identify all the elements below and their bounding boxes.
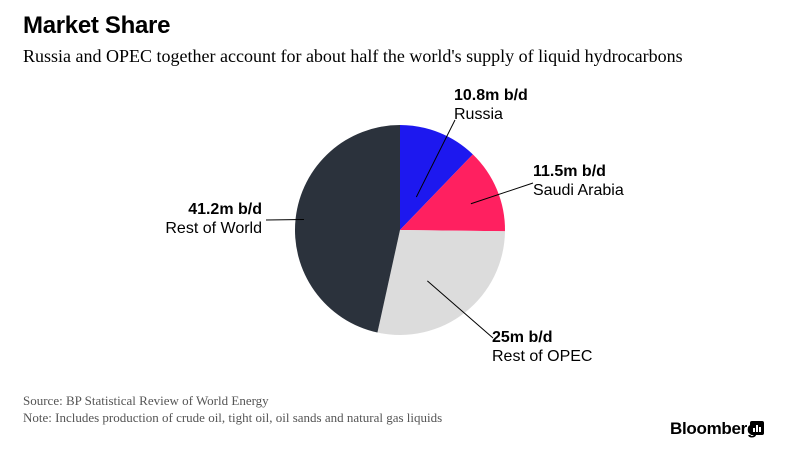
source-note: Source: BP Statistical Review of World E… [23, 393, 269, 408]
value-label-saudi-arabia: 11.5m b/d [533, 163, 606, 180]
value-label-rest-of-opec: 25m b/d [492, 329, 552, 346]
category-label-russia: Russia [454, 106, 503, 123]
leader-line-saudi-arabia [470, 182, 534, 205]
value-label-rest-of-world: 41.2m b/d [188, 201, 262, 218]
footnote: Note: Includes production of crude oil, … [23, 410, 443, 425]
category-label-rest-of-opec: Rest of OPEC [492, 348, 592, 365]
leader-line-russia [415, 119, 456, 198]
chart-title: Market Share [23, 12, 171, 39]
chart-subtitle: Russia and OPEC together account for abo… [23, 46, 683, 66]
category-label-rest-of-world: Rest of World [165, 220, 262, 237]
bloomberg-logo: Bloomberg [670, 419, 758, 438]
pie-slice-rest-of-world [294, 125, 400, 333]
value-label-russia: 10.8m b/d [454, 87, 528, 104]
pie-slice-saudi-arabia [400, 154, 505, 232]
pie-slice-rest-of-opec [377, 230, 505, 336]
pie-slice-russia [400, 125, 473, 230]
bloomberg-terminal-icon [750, 421, 764, 435]
leader-line-rest-of-opec [427, 280, 494, 339]
category-label-saudi-arabia: Saudi Arabia [533, 182, 624, 199]
